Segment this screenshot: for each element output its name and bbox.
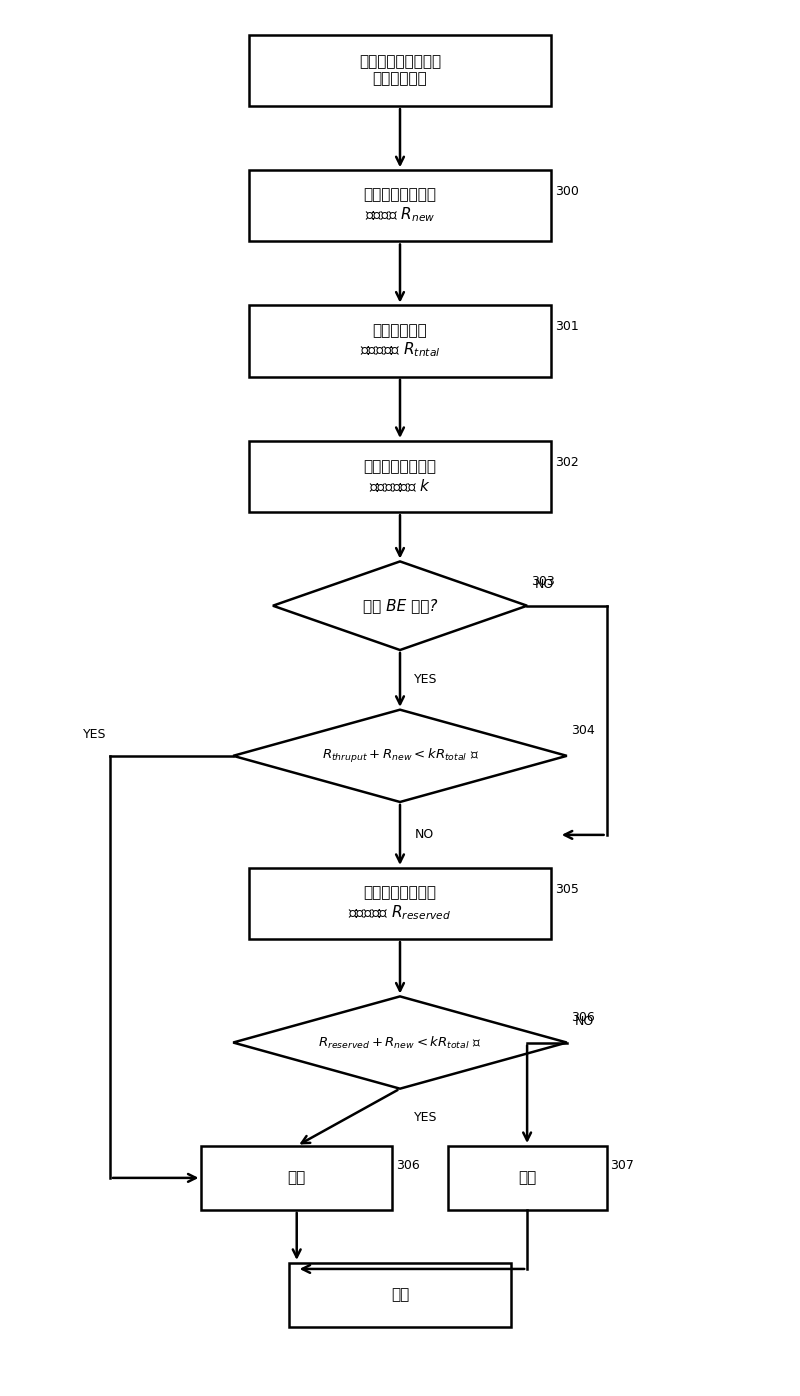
Text: NO: NO	[574, 1015, 594, 1027]
Text: 拒绝: 拒绝	[518, 1170, 536, 1185]
Text: 307: 307	[610, 1159, 634, 1171]
Polygon shape	[233, 997, 567, 1089]
Text: 301: 301	[555, 321, 578, 334]
Text: 统计已接纳业务流
的需求带宽 $R_{reserved}$: 统计已接纳业务流 的需求带宽 $R_{reserved}$	[349, 885, 451, 921]
Text: 305: 305	[555, 882, 578, 896]
Text: 303: 303	[531, 575, 555, 588]
FancyBboxPatch shape	[249, 35, 551, 106]
Text: $R_{reserved}+R_{new}<kR_{total}$ ？: $R_{reserved}+R_{new}<kR_{total}$ ？	[318, 1034, 482, 1051]
Text: YES: YES	[82, 729, 106, 741]
Text: 收到业务流接纳请求
接纳判决开始: 收到业务流接纳请求 接纳判决开始	[359, 54, 441, 87]
FancyBboxPatch shape	[249, 868, 551, 940]
Text: YES: YES	[414, 1111, 438, 1124]
Text: 根据带宽需求类型
选择过载等级 $k$: 根据带宽需求类型 选择过载等级 $k$	[363, 459, 437, 494]
Text: 300: 300	[555, 186, 578, 198]
Text: YES: YES	[414, 673, 438, 687]
Text: 是否 BE 业务?: 是否 BE 业务?	[362, 599, 438, 613]
Text: 结束: 结束	[391, 1287, 409, 1302]
FancyBboxPatch shape	[249, 306, 551, 377]
Text: 估计系统当前
等效总带宽 $R_{tntal}$: 估计系统当前 等效总带宽 $R_{tntal}$	[360, 322, 440, 359]
FancyBboxPatch shape	[202, 1146, 392, 1210]
FancyBboxPatch shape	[289, 1263, 511, 1326]
Polygon shape	[233, 709, 567, 801]
FancyBboxPatch shape	[249, 441, 551, 512]
Text: 接纳: 接纳	[287, 1170, 306, 1185]
Text: 估计待接纳业务流
需求带宽 $R_{new}$: 估计待接纳业务流 需求带宽 $R_{new}$	[363, 187, 437, 223]
Text: 304: 304	[571, 725, 594, 737]
Text: $R_{thruput}+R_{new}<kR_{total}$ ？: $R_{thruput}+R_{new}<kR_{total}$ ？	[322, 747, 478, 765]
Text: 306: 306	[571, 1011, 594, 1023]
FancyBboxPatch shape	[448, 1146, 606, 1210]
FancyBboxPatch shape	[249, 170, 551, 242]
Text: NO: NO	[414, 828, 434, 842]
Text: 302: 302	[555, 455, 578, 469]
Text: NO: NO	[535, 578, 554, 591]
Polygon shape	[273, 561, 527, 651]
Text: 306: 306	[396, 1159, 420, 1171]
